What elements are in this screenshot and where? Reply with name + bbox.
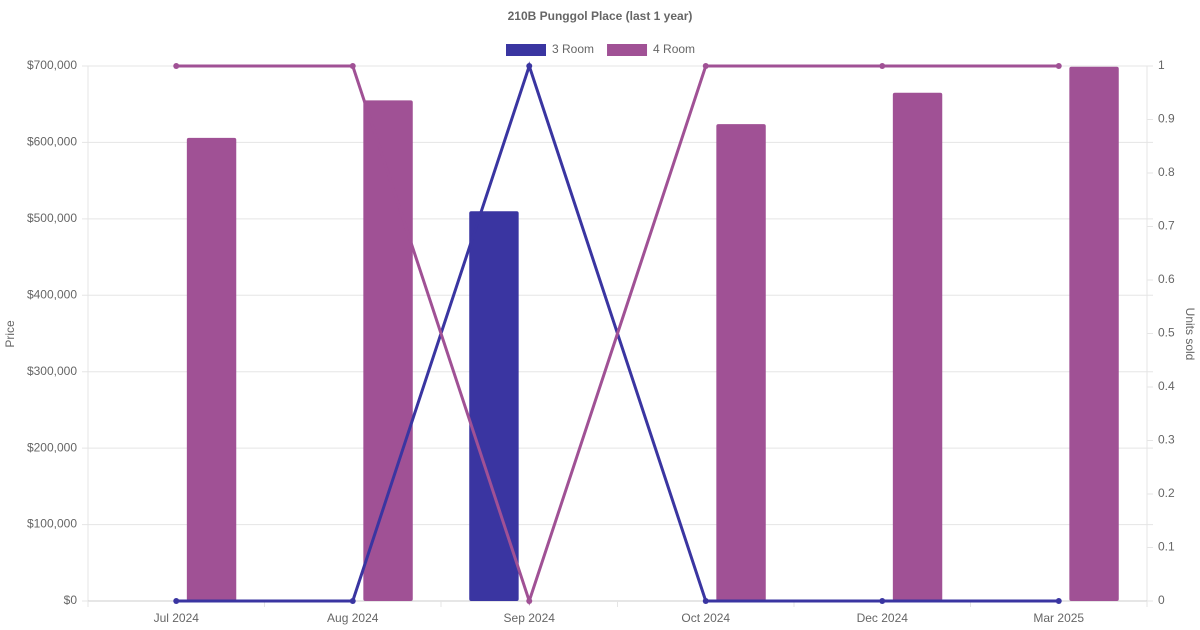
line-point	[526, 63, 533, 69]
line-point	[702, 63, 709, 69]
chart-title: 210B Punggol Place (last 1 year)	[508, 9, 693, 23]
y-tick-label: $200,000	[27, 440, 77, 454]
y-tick-label: $700,000	[27, 58, 77, 72]
line	[176, 64, 1059, 606]
y-tick-label: $0	[64, 593, 78, 607]
y2-tick-label: 0.9	[1158, 112, 1175, 126]
x-tick-label: Sep 2024	[504, 611, 556, 625]
y2-tick-label: 0.3	[1158, 433, 1175, 447]
y2-axis-title: Units sold	[1183, 308, 1197, 361]
y2-tick-label: 0.1	[1158, 540, 1175, 554]
line-point	[1055, 598, 1062, 604]
bar	[892, 92, 943, 601]
line-point	[879, 63, 886, 69]
bar	[186, 137, 237, 602]
x-tick-label: Oct 2024	[681, 611, 730, 625]
line-point	[1055, 63, 1062, 69]
y2-tick-label: 0.8	[1158, 165, 1175, 179]
line-point	[173, 598, 180, 604]
y-tick-label: $400,000	[27, 287, 77, 301]
y2-tick-label: 1	[1158, 58, 1165, 72]
line-point	[349, 63, 356, 69]
bar	[1069, 66, 1119, 601]
y-tick-label: $300,000	[27, 364, 77, 378]
y2-tick-label: 0.2	[1158, 486, 1175, 500]
y-tick-label: $100,000	[27, 517, 77, 531]
x-tick-label: Aug 2024	[327, 611, 379, 625]
bar	[469, 211, 519, 601]
y2-tick-label: 0.5	[1158, 326, 1175, 340]
legend-label: 4 Room	[653, 42, 695, 56]
line-point	[349, 598, 356, 604]
bar	[363, 100, 413, 602]
y-tick-label: $600,000	[27, 135, 77, 149]
legend-swatch	[506, 44, 546, 56]
x-tick-label: Mar 2025	[1033, 611, 1084, 625]
x-tick-label: Dec 2024	[857, 611, 909, 625]
y2-tick-label: 0	[1158, 593, 1165, 607]
line-point	[702, 598, 709, 604]
legend-label: 3 Room	[552, 42, 594, 56]
x-tick-label: Jul 2024	[154, 611, 200, 625]
y2-tick-label: 0.6	[1158, 272, 1175, 286]
y2-tick-label: 0.7	[1158, 219, 1175, 233]
line-point	[879, 598, 886, 604]
legend-swatch	[607, 44, 648, 56]
bar	[716, 124, 766, 601]
line-point	[526, 598, 533, 604]
y2-tick-label: 0.4	[1158, 379, 1175, 393]
line-point	[173, 63, 180, 69]
y-tick-label: $500,000	[27, 211, 77, 225]
y-axis-title: Price	[3, 320, 17, 348]
